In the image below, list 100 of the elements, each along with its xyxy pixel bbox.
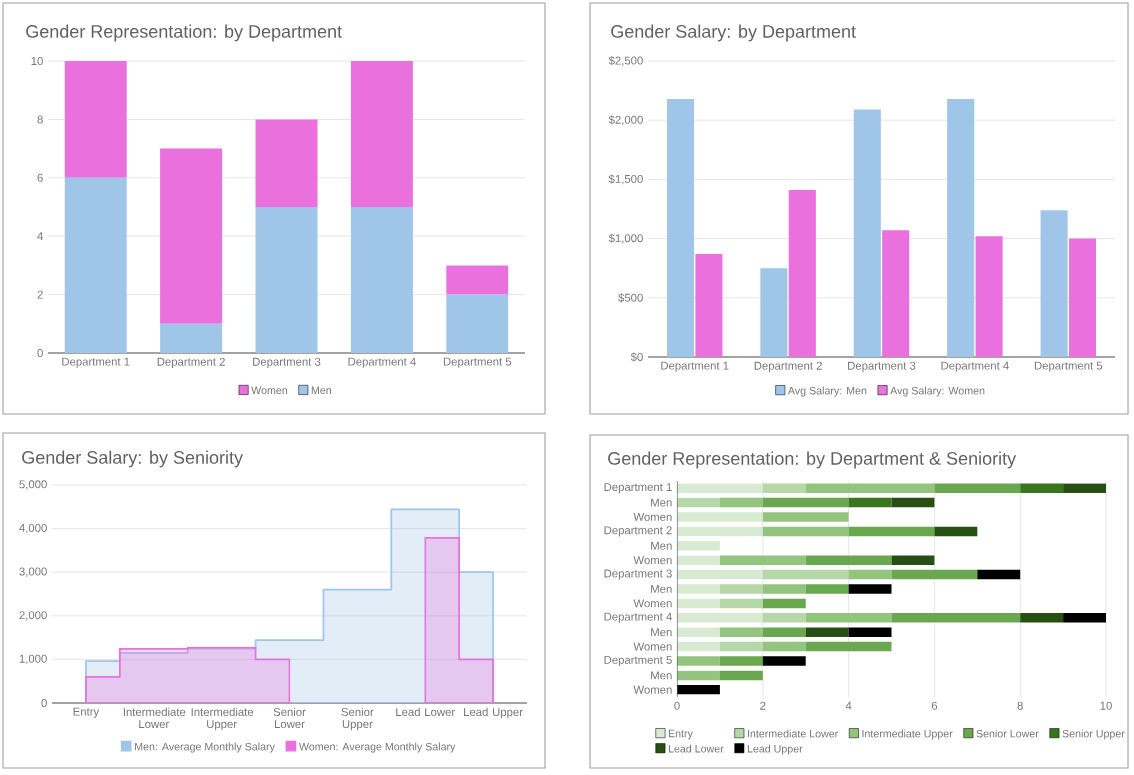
bar	[762, 598, 806, 609]
bar	[805, 555, 892, 565]
bar	[788, 190, 816, 357]
bar	[762, 613, 806, 623]
y-tick-label: Department 1	[604, 483, 672, 494]
bar	[719, 555, 806, 565]
bar	[762, 641, 806, 652]
bar	[848, 584, 892, 594]
bar	[1020, 613, 1064, 623]
legend-label: Lead Upper	[747, 744, 803, 755]
y-tick-label: $2,000	[608, 115, 643, 126]
bar	[891, 569, 978, 580]
y-tick-label: Women	[633, 685, 672, 694]
bar	[891, 555, 935, 565]
bar	[350, 61, 413, 207]
x-tick-label: Department 1	[62, 357, 130, 368]
y-tick-label: $1,500	[608, 174, 643, 185]
bar	[762, 584, 806, 594]
bar	[848, 627, 892, 637]
y-tick-label: Men	[651, 541, 672, 550]
y-tick-label: 3,000	[19, 567, 47, 577]
x-tick-label: 10	[1100, 701, 1112, 710]
bar	[677, 526, 763, 537]
bar	[805, 641, 892, 652]
x-tick-label: Senior Lower	[273, 707, 306, 729]
bar	[762, 627, 806, 637]
bar	[805, 483, 935, 493]
bar	[762, 526, 849, 537]
bar	[64, 61, 127, 178]
bar	[255, 119, 318, 207]
bar	[677, 656, 720, 666]
bar	[805, 627, 849, 637]
bar	[719, 598, 763, 609]
bar	[853, 109, 881, 357]
bar	[934, 483, 1021, 493]
bar	[848, 497, 892, 508]
y-tick-label: 1,000	[19, 654, 47, 665]
bar	[805, 613, 892, 623]
bar	[719, 641, 763, 652]
bar	[719, 497, 763, 508]
bar	[975, 236, 1003, 357]
bar	[934, 526, 978, 537]
bar	[677, 584, 720, 594]
chart-title: Gender Representation: by Department	[26, 24, 342, 42]
bar	[762, 483, 806, 493]
y-tick-label: Women	[633, 556, 672, 565]
x-tick-label: Entry	[73, 707, 100, 718]
x-tick-label: Department 4	[348, 357, 416, 368]
x-tick-label: 2	[760, 701, 766, 710]
y-tick-label: 0	[37, 349, 43, 358]
bar	[805, 584, 849, 594]
bar	[882, 230, 910, 357]
y-tick-label: Department 4	[604, 612, 672, 623]
bar	[64, 177, 127, 354]
bar	[677, 627, 720, 637]
x-tick-label: Lead Upper	[464, 707, 523, 719]
bar	[677, 512, 763, 522]
x-tick-label: Intermediate Lower	[123, 707, 186, 729]
y-tick-label: 4,000	[19, 523, 47, 534]
bar	[446, 265, 509, 295]
bar	[677, 670, 720, 681]
bar	[762, 569, 849, 580]
y-tick-label: Men	[651, 671, 672, 680]
y-tick-label: Women	[633, 513, 672, 521]
bar	[891, 497, 935, 508]
bar	[848, 569, 892, 580]
legend-label: Men: Average Monthly Salary	[135, 742, 275, 753]
bar	[666, 98, 695, 357]
bar	[1063, 613, 1107, 623]
bar	[1040, 210, 1068, 357]
chart-title: Gender Representation: by Department & Seniority	[608, 451, 1017, 469]
legend-label: Intermediate Lower	[747, 729, 839, 738]
x-tick-label: Department 2	[157, 357, 225, 368]
x-tick-label: Department 5	[1034, 361, 1103, 372]
bar	[677, 555, 720, 565]
bar	[677, 598, 720, 609]
legend-label: Senior Lower	[976, 729, 1039, 738]
bar	[695, 254, 723, 357]
bar	[677, 541, 720, 551]
legend-label: Women	[251, 386, 288, 395]
x-tick-label: 0	[674, 701, 680, 710]
x-tick-label: Intermediate Upper	[191, 707, 254, 731]
bar	[350, 207, 413, 354]
y-tick-label: Department 3	[604, 569, 672, 580]
y-tick-label: Men	[651, 628, 672, 637]
x-tick-label: Department 4	[941, 361, 1009, 372]
bar	[891, 613, 1021, 623]
bar	[762, 656, 806, 666]
x-tick-label: Lead Lower	[396, 707, 455, 717]
bar	[677, 641, 720, 652]
x-tick-label: Department 3	[253, 357, 321, 368]
chart-title: Gender Salary: by Department	[611, 24, 856, 42]
bar	[762, 512, 849, 522]
bar	[446, 294, 509, 354]
y-tick-label: $500	[618, 293, 643, 303]
legend-label: Lead Lower	[668, 744, 724, 753]
y-tick-label: $0	[630, 352, 643, 362]
bar	[719, 584, 763, 594]
bar	[677, 613, 763, 623]
x-tick-label: Department 3	[848, 361, 916, 372]
